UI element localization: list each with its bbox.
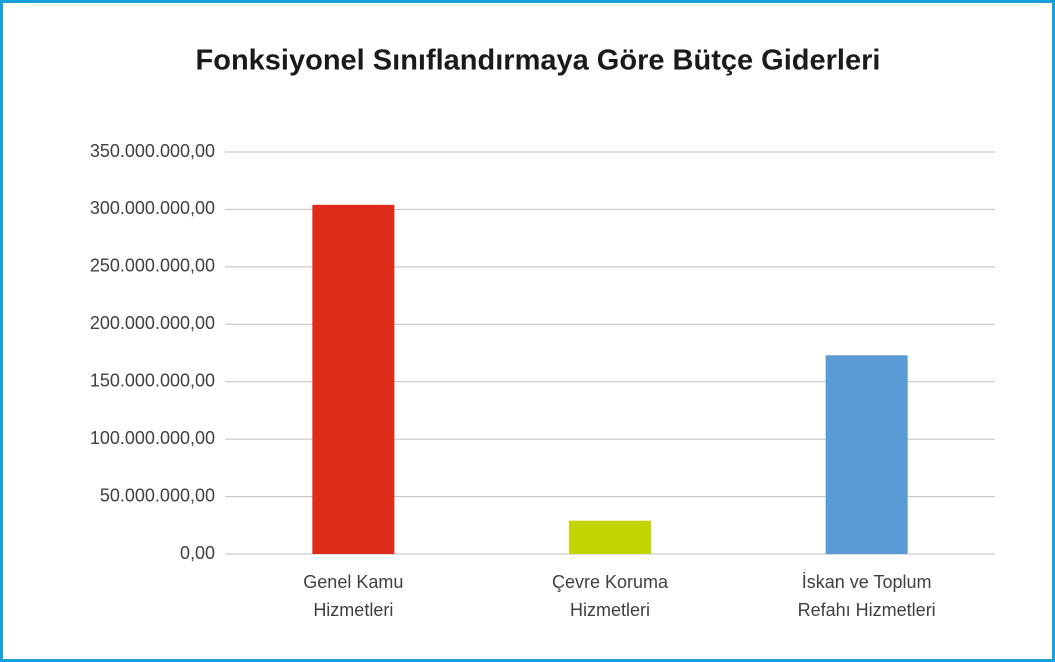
x-tick-label: Çevre Koruma (552, 572, 669, 592)
x-tick-label: Hizmetleri (570, 600, 650, 620)
x-tick-label: İskan ve Toplum (802, 572, 932, 592)
y-tick-label: 250.000.000,00 (90, 256, 215, 276)
y-tick-label: 350.000.000,00 (90, 141, 215, 161)
bar (312, 204, 395, 554)
bar (825, 355, 908, 554)
x-tick-label: Genel Kamu (303, 572, 403, 592)
y-tick-label: 200.000.000,00 (90, 313, 215, 333)
x-tick-label: Hizmetleri (313, 600, 393, 620)
y-tick-label: 150.000.000,00 (90, 370, 215, 390)
y-tick-label: 100.000.000,00 (90, 428, 215, 448)
y-tick-label: 50.000.000,00 (100, 485, 215, 505)
x-tick-label: Refahı Hizmetleri (798, 600, 936, 620)
y-tick-label: 0,00 (180, 543, 215, 563)
y-tick-label: 300.000.000,00 (90, 198, 215, 218)
chart-title: Fonksiyonel Sınıflandırmaya Göre Bütçe G… (196, 45, 881, 77)
bar (569, 520, 651, 554)
